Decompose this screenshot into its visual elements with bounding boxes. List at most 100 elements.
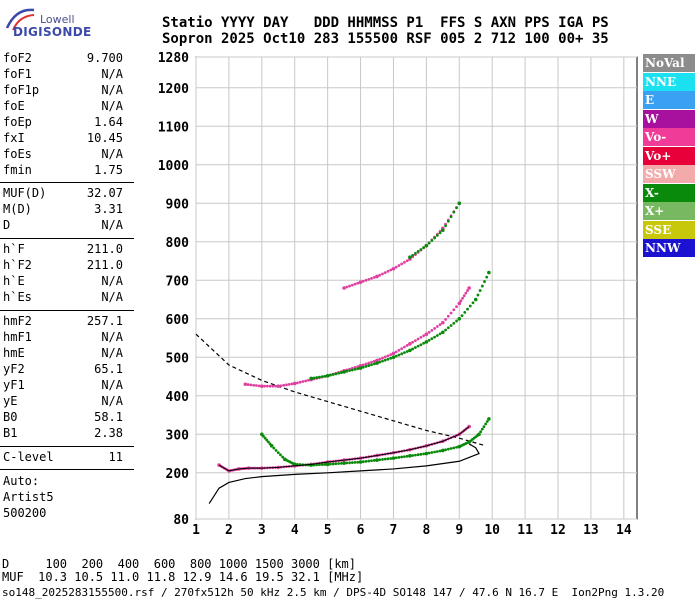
muf-row: MUF 10.3 10.5 11.0 11.8 12.9 14.6 19.5 3… xyxy=(2,570,364,584)
echo-point xyxy=(323,463,327,466)
echo-point xyxy=(468,304,472,308)
echo-point xyxy=(485,275,489,279)
echo-point xyxy=(455,206,458,210)
param-row: yF2 65.1 xyxy=(3,361,123,377)
echo-point xyxy=(422,452,426,456)
echo-point xyxy=(378,273,382,277)
echo-point xyxy=(301,380,305,383)
param-value: N/A xyxy=(101,290,123,304)
echo-point xyxy=(263,384,266,388)
echo-point xyxy=(383,457,387,461)
legend-item: SSE xyxy=(643,220,695,239)
echo-point xyxy=(480,284,484,288)
echo-point xyxy=(367,364,371,367)
x-tick-label: 8 xyxy=(422,523,430,538)
param-name: foF2 xyxy=(3,51,32,65)
param-row: hmF1 N/A xyxy=(3,329,123,345)
echo-point xyxy=(452,210,456,214)
echo-point xyxy=(318,375,321,379)
echo-point xyxy=(320,463,324,466)
echo-point xyxy=(370,360,373,364)
echo-point xyxy=(364,362,368,366)
echo-point xyxy=(367,277,371,281)
echo-point xyxy=(461,296,464,300)
param-row: fxI 10.45 xyxy=(3,130,123,146)
echo-point xyxy=(405,454,409,458)
echo-point xyxy=(342,370,346,374)
echo-point xyxy=(414,346,417,349)
param-row: foEp 1.64 xyxy=(3,114,123,130)
echo-point xyxy=(411,340,415,344)
param-value: N/A xyxy=(101,346,123,360)
echo-point xyxy=(375,361,379,365)
echo-point xyxy=(279,453,282,457)
echo-point xyxy=(449,215,453,219)
echo-point xyxy=(466,289,469,292)
param-name: M(D) xyxy=(3,202,32,216)
param-value: N/A xyxy=(101,218,123,232)
param-value: 9.700 xyxy=(86,51,123,65)
echo-point xyxy=(370,459,373,463)
o-trace-fit xyxy=(218,426,470,472)
legend-item: NNE xyxy=(643,72,695,91)
echo-point xyxy=(339,371,343,374)
param-value: 32.07 xyxy=(86,186,123,200)
echo-point xyxy=(408,454,412,458)
echo-point xyxy=(427,241,431,245)
echo-point xyxy=(328,373,332,377)
echo-point xyxy=(356,460,360,464)
x-tick-label: 5 xyxy=(324,523,332,538)
echo-point xyxy=(482,425,486,428)
echo-point xyxy=(464,291,468,295)
y-tick-label: 80 xyxy=(173,513,189,528)
echo-point xyxy=(422,246,426,249)
echo-point xyxy=(476,293,480,297)
echo-point xyxy=(403,260,406,264)
echo-point xyxy=(391,351,396,356)
param-value: 10.45 xyxy=(86,131,123,145)
echo-point xyxy=(334,372,338,376)
param-value: N/A xyxy=(101,83,123,97)
echo-point xyxy=(358,460,363,464)
param-value: 58.1 xyxy=(94,410,123,424)
param-name: foE xyxy=(3,99,25,113)
echo-point xyxy=(274,384,277,388)
echo-point xyxy=(391,355,396,360)
echo-point xyxy=(471,301,475,305)
echo-point xyxy=(487,270,491,275)
echo-point xyxy=(459,299,463,303)
echo-point xyxy=(361,279,365,283)
param-value: N/A xyxy=(101,99,123,113)
echo-point xyxy=(348,461,351,465)
param-row: hmF2 257.1 xyxy=(3,313,123,329)
echo-point xyxy=(320,375,324,379)
param-name: foF1 xyxy=(3,67,32,81)
echo-point xyxy=(353,366,357,369)
echo-point xyxy=(457,201,462,206)
echo-point xyxy=(435,325,439,328)
echo-point xyxy=(424,243,429,248)
param-name: h`E xyxy=(3,274,25,288)
param-name: C-level xyxy=(3,450,54,464)
echo-point xyxy=(252,383,255,387)
echo-point xyxy=(457,317,462,321)
echo-point xyxy=(337,462,341,465)
echo-point xyxy=(348,284,351,288)
echo-point xyxy=(265,438,269,442)
param-name: hmF2 xyxy=(3,314,32,328)
echo-point xyxy=(441,330,445,335)
echo-point xyxy=(375,358,379,363)
echo-point xyxy=(345,461,349,465)
echo-point xyxy=(444,328,447,332)
param-row: foE N/A xyxy=(3,98,123,114)
echo-point xyxy=(483,280,486,283)
echo-point xyxy=(386,354,390,358)
echo-point xyxy=(345,369,349,373)
legend-item: NNW xyxy=(643,239,695,257)
param-row: yE N/A xyxy=(3,393,123,409)
echo-point xyxy=(281,455,285,459)
param-row: h`E N/A xyxy=(3,273,123,289)
param-row: M(D) 3.31 xyxy=(3,201,123,217)
echo-point xyxy=(350,283,354,287)
x-tick-label: 10 xyxy=(484,523,500,538)
